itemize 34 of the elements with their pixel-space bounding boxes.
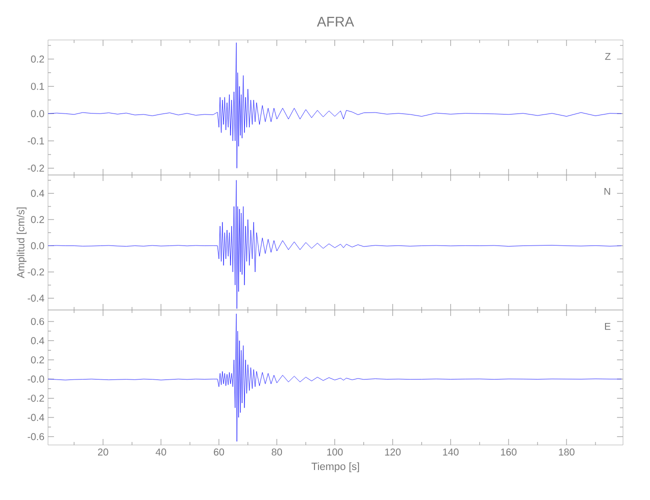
y-tick-label: 0.0 bbox=[31, 110, 44, 118]
y-tick-label: 0.4 bbox=[31, 190, 44, 197]
y-tick-label: -0.6 bbox=[28, 433, 44, 440]
x-tick-label: 140 bbox=[443, 448, 459, 456]
y-tick-label: 0.6 bbox=[31, 318, 44, 326]
y-tick-label: 0.2 bbox=[31, 216, 44, 224]
y-tick-label: -0.2 bbox=[28, 394, 44, 402]
y-tick-label: 0.2 bbox=[31, 356, 44, 364]
y-tick-label: 0.1 bbox=[31, 82, 44, 90]
y-tick-label: -0.2 bbox=[28, 268, 44, 276]
line-series bbox=[48, 42, 622, 168]
x-tick-label: 100 bbox=[327, 448, 343, 456]
x-axis-title: Tiempo [s] bbox=[312, 462, 359, 472]
y-tick-label: -0.4 bbox=[28, 294, 44, 302]
x-tick-label: 60 bbox=[214, 448, 224, 456]
y-tick-label: -0.2 bbox=[28, 164, 44, 172]
x-tick-label: 80 bbox=[272, 448, 282, 456]
annotation: Z bbox=[605, 52, 611, 60]
y-tick-label: -0.1 bbox=[28, 137, 44, 144]
x-tick-label: 120 bbox=[385, 448, 401, 456]
y-tick-label: 0.0 bbox=[31, 242, 44, 250]
x-tick-label: 20 bbox=[98, 448, 108, 456]
x-tick-label: 160 bbox=[501, 448, 517, 456]
y-tick-label: 0.4 bbox=[31, 337, 44, 344]
x-tick-label: 40 bbox=[156, 448, 166, 456]
y-tick-label: 0.2 bbox=[31, 56, 44, 63]
chart-title: AFRA bbox=[316, 16, 354, 26]
y-tick-label: -0.4 bbox=[28, 414, 44, 421]
x-tick-label: 180 bbox=[558, 448, 574, 456]
y-tick-label: -0.0 bbox=[28, 376, 44, 383]
line-series bbox=[48, 314, 622, 442]
annotation: E bbox=[605, 322, 610, 330]
annotation: N bbox=[604, 188, 610, 195]
y-axis-title: Amplitud [cm/s] bbox=[16, 207, 26, 278]
